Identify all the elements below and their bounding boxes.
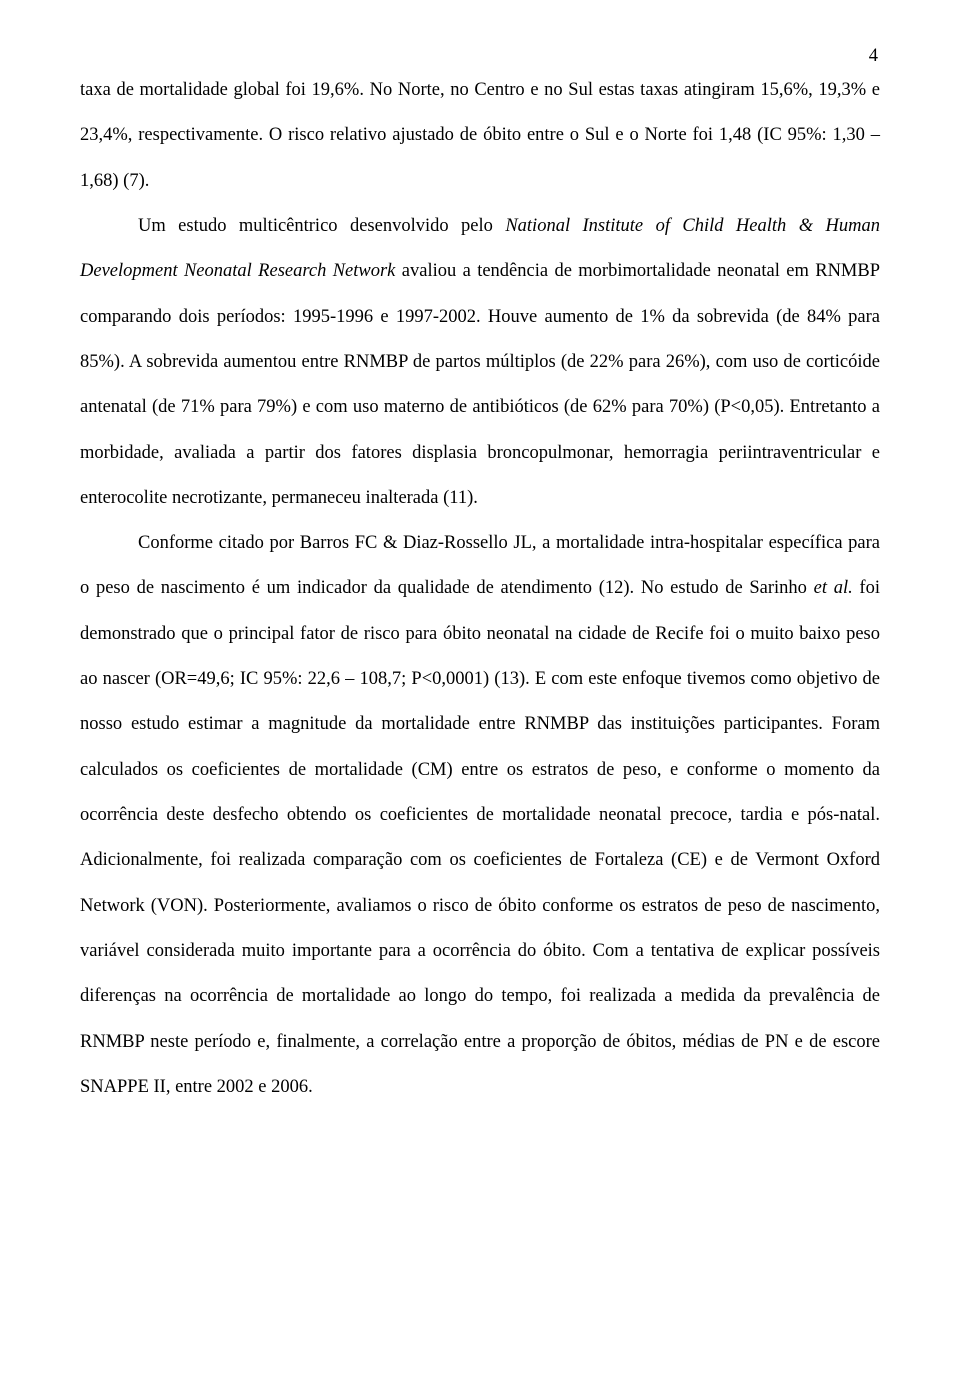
paragraph-2: Um estudo multicêntrico desenvolvido pel… — [80, 204, 880, 521]
p2-text-a: Um estudo multicêntrico desenvolvido pel… — [138, 216, 505, 236]
paragraph-1: taxa de mortalidade global foi 19,6%. No… — [80, 68, 880, 204]
body-text: taxa de mortalidade global foi 19,6%. No… — [80, 68, 880, 1110]
page-number: 4 — [869, 46, 878, 67]
p3-text-b: foi demonstrado que o principal fator de… — [80, 578, 880, 1096]
p3-text-a: Conforme citado por Barros FC & Diaz-Ros… — [80, 533, 880, 598]
p3-italic-1: et al. — [814, 578, 853, 598]
p2-text-b: avaliou a tendência de morbimortalidade … — [80, 261, 880, 508]
paragraph-3: Conforme citado por Barros FC & Diaz-Ros… — [80, 521, 880, 1110]
